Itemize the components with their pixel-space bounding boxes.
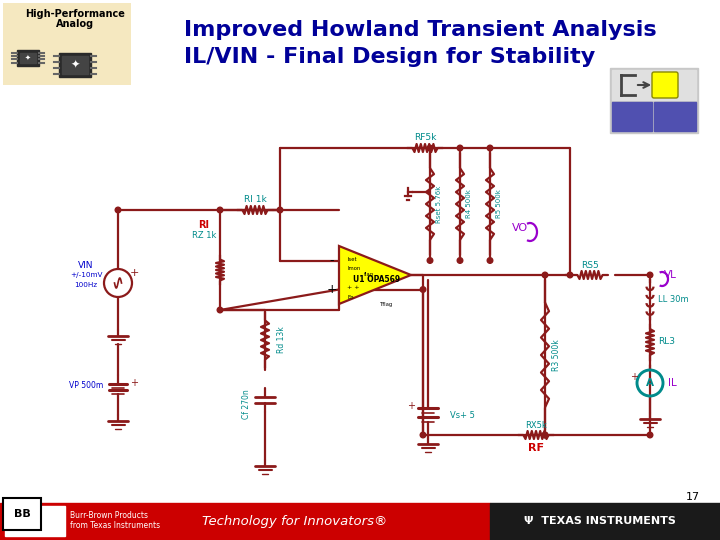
Text: ✦: ✦ <box>25 55 31 61</box>
Circle shape <box>427 258 433 264</box>
Circle shape <box>420 287 426 292</box>
Text: VIN: VIN <box>78 260 94 269</box>
Bar <box>654 102 696 131</box>
Circle shape <box>487 145 492 151</box>
Text: +: + <box>327 283 337 296</box>
Text: RF5k: RF5k <box>414 133 436 143</box>
Text: RS5: RS5 <box>581 260 599 269</box>
Polygon shape <box>339 246 411 304</box>
Text: A: A <box>646 378 654 388</box>
Text: Tflag: Tflag <box>380 302 393 307</box>
Text: BB: BB <box>14 509 30 519</box>
Bar <box>610 68 698 133</box>
Bar <box>17 50 39 66</box>
Text: R4 500k: R4 500k <box>466 190 472 219</box>
Text: IL/VIN - Final Design for Stability: IL/VIN - Final Design for Stability <box>184 47 595 67</box>
Bar <box>20 53 36 63</box>
Text: RF: RF <box>528 443 544 453</box>
Bar <box>5 506 65 536</box>
Text: RZ 1k: RZ 1k <box>192 232 216 240</box>
Circle shape <box>487 258 492 264</box>
Text: Ψ  TEXAS INSTRUMENTS: Ψ TEXAS INSTRUMENTS <box>524 516 676 526</box>
Text: Vs+ 5: Vs+ 5 <box>450 410 475 420</box>
Circle shape <box>647 272 653 278</box>
Text: R5 500k: R5 500k <box>496 190 502 219</box>
Text: VO: VO <box>512 223 528 233</box>
Text: Rset 5.76k: Rset 5.76k <box>436 185 442 222</box>
Text: Rd 13k: Rd 13k <box>277 327 286 353</box>
Circle shape <box>542 272 548 278</box>
Text: Iset: Iset <box>347 257 356 262</box>
Text: +: + <box>130 268 139 278</box>
Circle shape <box>427 145 433 151</box>
Text: Improved Howland Transient Analysis: Improved Howland Transient Analysis <box>184 20 657 40</box>
Text: LL 30m: LL 30m <box>658 294 688 303</box>
Text: RX5k: RX5k <box>525 421 547 429</box>
Text: RI 1k: RI 1k <box>243 195 266 205</box>
Text: U1 OPA569: U1 OPA569 <box>354 274 400 284</box>
Text: En: En <box>347 295 354 300</box>
Circle shape <box>457 145 463 151</box>
FancyBboxPatch shape <box>3 3 131 85</box>
Text: +: + <box>630 372 638 382</box>
Text: Cf 270n: Cf 270n <box>242 389 251 419</box>
FancyBboxPatch shape <box>652 72 678 98</box>
Text: from Texas Instruments: from Texas Instruments <box>70 521 160 530</box>
Text: RI: RI <box>199 220 210 230</box>
Bar <box>612 70 696 100</box>
Bar <box>62 56 88 74</box>
Text: 17: 17 <box>686 492 700 502</box>
Text: VP 500m: VP 500m <box>69 381 103 389</box>
Text: +/-10mV: +/-10mV <box>70 272 102 278</box>
Circle shape <box>542 432 548 438</box>
Text: RL3: RL3 <box>658 338 675 347</box>
Text: High-Performance: High-Performance <box>25 9 125 19</box>
Text: -: - <box>330 254 334 267</box>
Bar <box>59 53 91 77</box>
Circle shape <box>217 307 222 313</box>
Text: +: + <box>407 401 415 411</box>
Circle shape <box>567 272 573 278</box>
Circle shape <box>420 432 426 438</box>
Text: Analog: Analog <box>56 19 94 29</box>
Text: Technology for Innovators®: Technology for Innovators® <box>202 515 387 528</box>
Text: R3 500k: R3 500k <box>552 339 561 371</box>
Text: IL: IL <box>668 378 677 388</box>
Circle shape <box>647 432 653 438</box>
Circle shape <box>542 432 548 438</box>
Text: 100Hz: 100Hz <box>74 282 98 288</box>
Circle shape <box>457 258 463 264</box>
Text: flag: flag <box>364 272 374 277</box>
Bar <box>612 102 652 131</box>
Text: + +: + + <box>347 285 359 290</box>
Circle shape <box>115 207 121 213</box>
Text: VL: VL <box>664 270 677 280</box>
Text: +: + <box>130 378 138 388</box>
Bar <box>490 503 720 540</box>
Text: ✦: ✦ <box>71 60 80 70</box>
Text: Burr-Brown Products: Burr-Brown Products <box>70 510 148 519</box>
Circle shape <box>277 207 283 213</box>
Bar <box>0 503 490 540</box>
Text: Imon: Imon <box>347 266 360 271</box>
Circle shape <box>217 207 222 213</box>
